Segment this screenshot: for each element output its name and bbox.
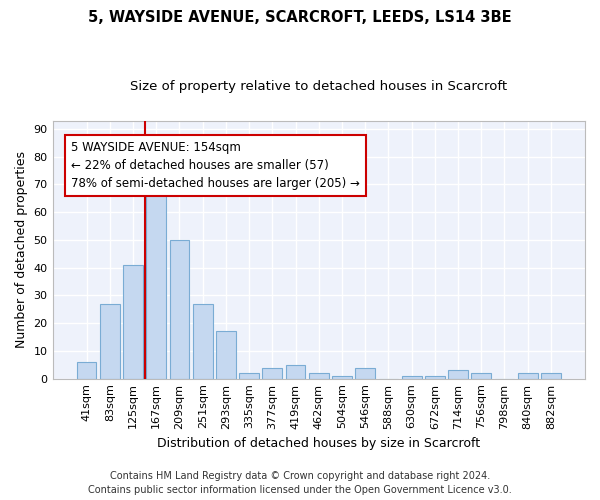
Bar [146, 187, 166, 378]
Bar [402, 376, 422, 378]
Bar [216, 332, 236, 378]
Bar [518, 373, 538, 378]
Bar [286, 365, 305, 378]
Bar [332, 376, 352, 378]
Bar [262, 368, 282, 378]
Y-axis label: Number of detached properties: Number of detached properties [15, 151, 28, 348]
Bar [425, 376, 445, 378]
Bar [123, 265, 143, 378]
Bar [239, 373, 259, 378]
Bar [541, 373, 561, 378]
Title: Size of property relative to detached houses in Scarcroft: Size of property relative to detached ho… [130, 80, 508, 93]
Bar [170, 240, 190, 378]
Text: 5, WAYSIDE AVENUE, SCARCROFT, LEEDS, LS14 3BE: 5, WAYSIDE AVENUE, SCARCROFT, LEEDS, LS1… [88, 10, 512, 25]
Bar [100, 304, 119, 378]
Bar [448, 370, 468, 378]
X-axis label: Distribution of detached houses by size in Scarcroft: Distribution of detached houses by size … [157, 437, 481, 450]
Bar [77, 362, 97, 378]
Bar [193, 304, 212, 378]
Bar [355, 368, 375, 378]
Bar [472, 373, 491, 378]
Bar [309, 373, 329, 378]
Text: Contains HM Land Registry data © Crown copyright and database right 2024.
Contai: Contains HM Land Registry data © Crown c… [88, 471, 512, 495]
Text: 5 WAYSIDE AVENUE: 154sqm
← 22% of detached houses are smaller (57)
78% of semi-d: 5 WAYSIDE AVENUE: 154sqm ← 22% of detach… [71, 141, 360, 190]
